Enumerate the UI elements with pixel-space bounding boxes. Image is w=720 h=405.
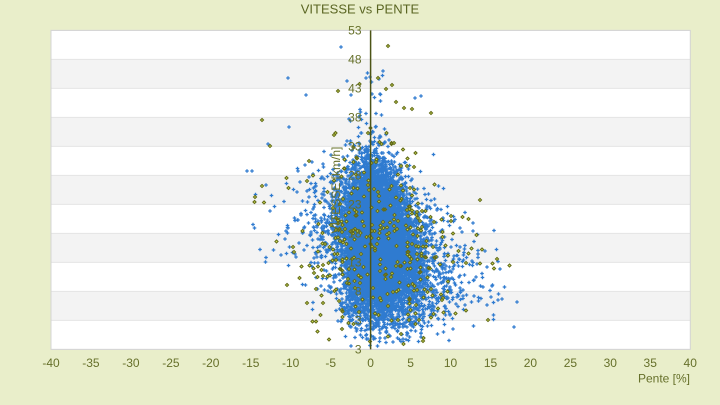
svg-text:-35: -35 <box>82 356 100 370</box>
svg-text:8: 8 <box>355 285 362 299</box>
svg-text:20: 20 <box>524 356 538 370</box>
svg-text:10: 10 <box>444 356 458 370</box>
svg-text:33: 33 <box>348 140 362 154</box>
svg-text:13: 13 <box>348 256 362 270</box>
svg-text:-40: -40 <box>42 356 60 370</box>
svg-text:53: 53 <box>348 24 362 38</box>
svg-text:3: 3 <box>355 343 362 357</box>
svg-text:0: 0 <box>367 356 374 370</box>
svg-text:-5: -5 <box>325 356 336 370</box>
svg-text:VITESSE [km/h]: VITESSE [km/h] <box>329 147 343 234</box>
svg-text:38: 38 <box>348 111 362 125</box>
svg-text:-25: -25 <box>162 356 180 370</box>
svg-text:30: 30 <box>604 356 618 370</box>
svg-text:28: 28 <box>348 169 362 183</box>
svg-text:-30: -30 <box>122 356 140 370</box>
svg-text:VITESSE vs PENTE: VITESSE vs PENTE <box>301 2 420 17</box>
svg-text:18: 18 <box>348 227 362 241</box>
svg-text:23: 23 <box>348 198 362 212</box>
svg-text:35: 35 <box>644 356 658 370</box>
svg-text:40: 40 <box>684 356 698 370</box>
svg-text:48: 48 <box>348 53 362 67</box>
svg-text:43: 43 <box>348 82 362 96</box>
svg-text:5: 5 <box>407 356 414 370</box>
svg-text:-10: -10 <box>282 356 300 370</box>
svg-text:25: 25 <box>564 356 578 370</box>
svg-text:-20: -20 <box>202 356 220 370</box>
svg-text:15: 15 <box>484 356 498 370</box>
svg-text:3: 3 <box>355 314 362 328</box>
svg-text:Pente [%]: Pente [%] <box>638 372 690 386</box>
svg-text:-15: -15 <box>242 356 260 370</box>
